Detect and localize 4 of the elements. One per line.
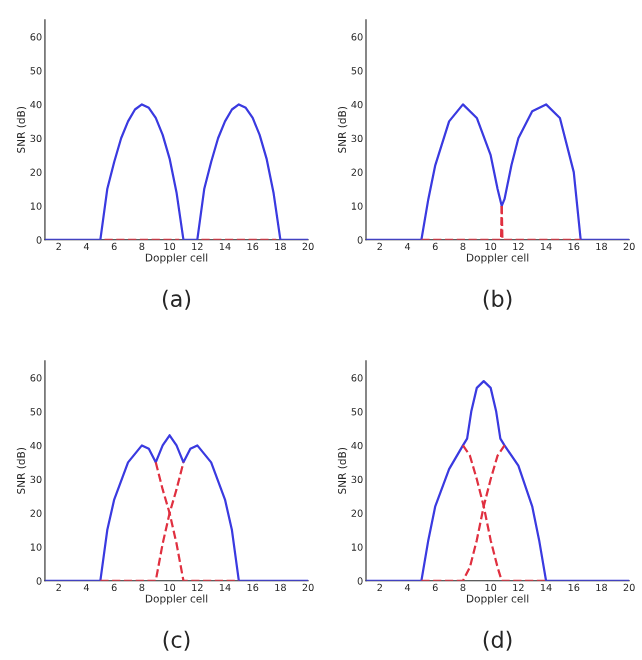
text: (c) xyxy=(163,630,190,651)
text: (a) xyxy=(162,289,191,310)
text: (b) xyxy=(483,289,512,310)
text: (d) xyxy=(483,630,512,651)
